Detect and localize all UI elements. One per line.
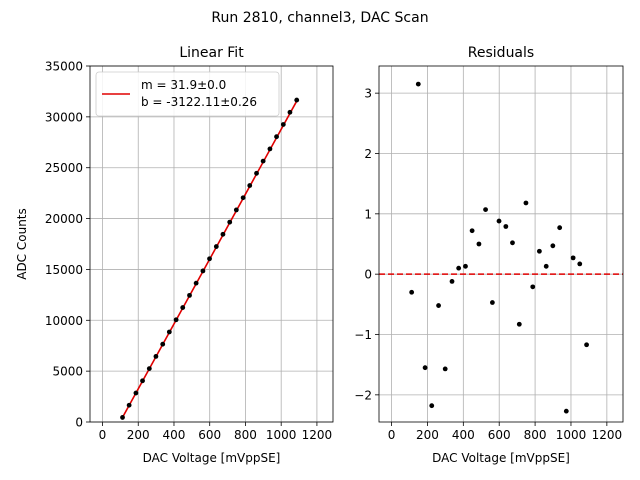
data-point	[442, 366, 448, 372]
data-point	[489, 300, 495, 305]
y-tick-label: 3	[364, 87, 372, 101]
linear-fit-panel: 0 200 400 600 800 1000 1200 0 5000 10000 15000 2000…	[15, 45, 334, 465]
data-point	[267, 146, 273, 152]
data-point	[550, 243, 556, 249]
legend-box	[95, 71, 280, 117]
data-point	[584, 342, 589, 348]
data-point	[146, 366, 152, 371]
y-tick-label: 0	[75, 416, 83, 430]
data-point	[436, 303, 441, 308]
data-point	[287, 109, 293, 115]
x-tick-label: 200	[416, 428, 439, 442]
data-point	[213, 244, 219, 249]
axes-title: Residuals	[468, 45, 534, 61]
data-point	[510, 240, 515, 246]
y-tick-label: 0	[364, 268, 372, 282]
y-tick-label: 15000	[45, 263, 83, 277]
residuals-panel: 0 200 400 600 800 1000 1200 −2 −1 0 1 2 3 Residuals DA…	[354, 45, 624, 465]
y-tick-label: 30000	[45, 110, 83, 124]
data-point	[227, 219, 233, 225]
data-point	[207, 256, 212, 262]
x-tick-label: 1200	[592, 428, 623, 442]
data-point	[247, 183, 253, 188]
axes-title: Linear Fit	[179, 45, 244, 61]
legend-intercept-text: b = -3122.11±0.26	[141, 95, 257, 109]
data-point	[153, 353, 159, 359]
data-point	[429, 403, 435, 409]
x-tick-label: 800	[234, 428, 257, 442]
data-point	[126, 402, 132, 408]
data-point	[140, 378, 145, 384]
x-tick-label: 1200	[302, 428, 333, 442]
x-axis-label: DAC Voltage [mVppSE]	[143, 451, 281, 465]
data-point	[530, 284, 536, 290]
data-point	[220, 231, 226, 237]
data-point	[523, 200, 529, 206]
data-point	[422, 365, 428, 371]
x-tick-label: 600	[488, 428, 511, 442]
data-point	[563, 408, 569, 414]
data-point	[449, 279, 455, 284]
data-point	[200, 268, 206, 274]
figure-suptitle: Run 2810, channel3, DAC Scan	[211, 10, 428, 26]
data-point	[409, 289, 415, 295]
y-tick-label: 10000	[45, 314, 83, 328]
legend-slope-text: m = 31.9±0.0	[141, 78, 226, 92]
y-tick-label: 25000	[45, 161, 83, 175]
data-point	[133, 390, 139, 396]
data-point	[543, 263, 549, 269]
data-point	[577, 261, 583, 267]
x-tick-label: 800	[524, 428, 547, 442]
data-point	[463, 263, 468, 269]
x-tick-label: 0	[388, 428, 396, 442]
data-point	[294, 97, 300, 103]
x-tick-label: 1000	[266, 428, 297, 442]
x-tick-label: 200	[127, 428, 150, 442]
x-tick-label: 400	[452, 428, 475, 442]
data-point	[193, 280, 199, 286]
data-point	[483, 207, 488, 213]
axes-frame	[378, 65, 624, 423]
data-point	[570, 255, 576, 261]
data-point	[415, 81, 421, 87]
data-point	[187, 292, 192, 298]
x-axis-label: DAC Voltage [mVppSE]	[432, 451, 570, 465]
data-point	[496, 218, 502, 224]
data-point	[280, 122, 286, 127]
data-point	[120, 415, 125, 420]
y-tick-label: −1	[354, 328, 372, 342]
data-point	[516, 321, 522, 327]
y-axis-label: ADC Counts	[15, 208, 29, 280]
data-point	[233, 207, 239, 213]
data-point	[173, 317, 179, 323]
x-tick-label: 600	[198, 428, 221, 442]
x-tick-label: 1000	[556, 428, 587, 442]
data-point	[476, 241, 482, 247]
data-point	[503, 224, 509, 229]
data-point	[274, 134, 279, 140]
data-point	[166, 329, 172, 335]
x-tick-label: 400	[163, 428, 186, 442]
y-tick-label: −2	[354, 388, 372, 402]
data-point	[180, 305, 186, 310]
data-point	[260, 158, 266, 164]
y-tick-label: 20000	[45, 212, 83, 226]
y-tick-label: 35000	[45, 60, 83, 74]
data-point	[469, 228, 475, 234]
data-point	[160, 341, 166, 347]
data-point	[456, 265, 462, 271]
data-point	[536, 248, 542, 254]
data-point	[557, 225, 563, 231]
y-tick-label: 2	[364, 147, 372, 161]
y-tick-label: 5000	[52, 365, 83, 379]
data-point	[254, 170, 259, 176]
axes-frame	[89, 65, 334, 423]
x-tick-label: 0	[99, 428, 107, 442]
data-point	[240, 195, 246, 201]
y-tick-label: 1	[364, 207, 372, 221]
